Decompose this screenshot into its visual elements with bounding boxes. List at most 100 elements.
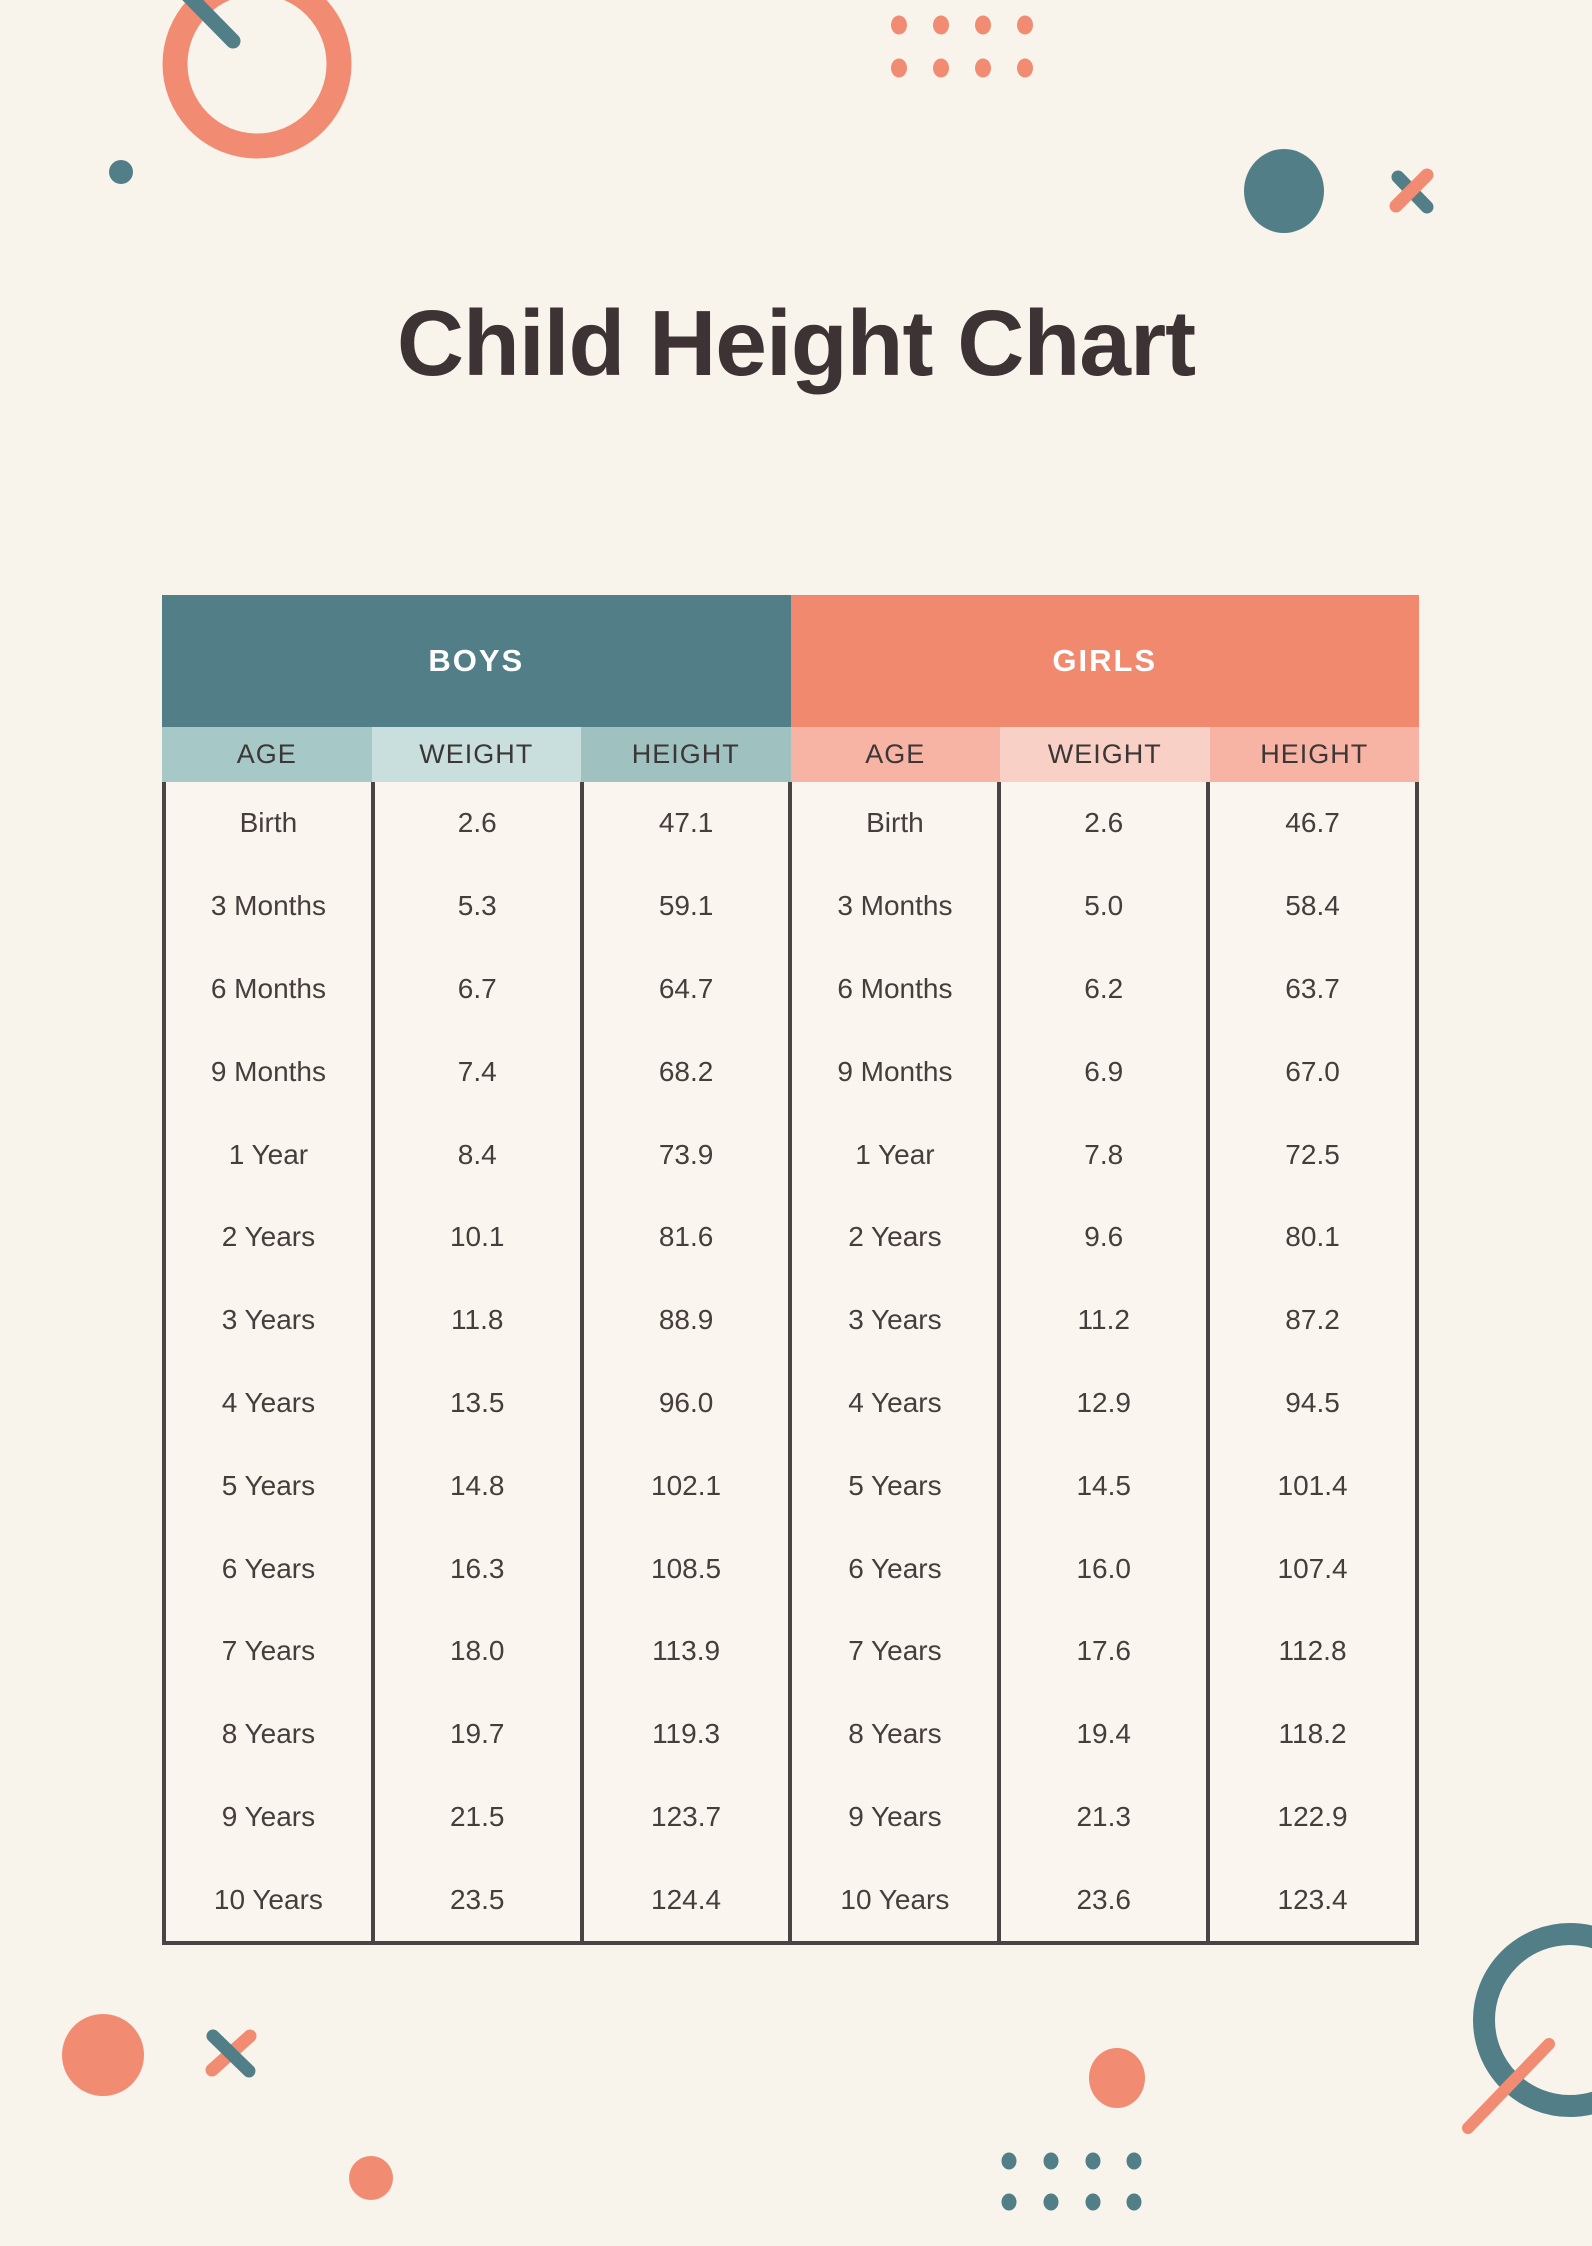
boys-age-cell: 3 Months [210, 890, 326, 922]
table-row: 9 Years 21.5 123.7 9 Years 21.3 122.9 [166, 1775, 1415, 1859]
girls-height-cell: 107.4 [1206, 1527, 1415, 1610]
girls-height-cell: 94.5 [1206, 1361, 1415, 1445]
girls-weight-cell: 21.3 [997, 1775, 1206, 1859]
girls-weight-cell: 6.9 [997, 1030, 1206, 1114]
girls-weight-cell: 16.0 [997, 1527, 1206, 1610]
girls-height-cell: 72.5 [1206, 1113, 1415, 1196]
girls-age-cell: 7 Years [788, 1609, 997, 1693]
girls-height-cell: 101.4 [1206, 1444, 1415, 1528]
boys-age-cell: 8 Years [221, 1718, 316, 1750]
boys-height-cell: 64.7 [579, 947, 789, 1031]
boys-age-cell: 2 Years [221, 1221, 316, 1253]
boys-weight-column-header: WEIGHT [371, 727, 581, 782]
boys-age-cell: 6 Months [210, 972, 326, 1004]
boys-weight-cell: 19.7 [370, 1692, 580, 1776]
diagonal-line-icon [182, 0, 241, 49]
boys-age-cell: 10 Years [213, 1883, 323, 1915]
boys-weight-cell: 8.4 [370, 1113, 580, 1196]
boys-age-cell: Birth [239, 807, 298, 839]
girls-height-column-header: HEIGHT [1209, 727, 1419, 782]
boys-age-column-header: AGE [162, 727, 372, 782]
table-row: 1 Year 8.4 73.9 1 Year 7.8 72.5 [166, 1113, 1415, 1196]
girls-age-cell: 9 Years [788, 1775, 997, 1859]
boys-weight-cell: 16.3 [370, 1527, 580, 1610]
boys-height-cell: 68.2 [579, 1030, 789, 1114]
boys-height-column-header: HEIGHT [581, 727, 791, 782]
dot-icon [1089, 2048, 1145, 2108]
table-row: Birth 2.6 47.1 Birth 2.6 46.7 [166, 782, 1415, 865]
girls-weight-column-header: WEIGHT [1000, 727, 1210, 782]
boys-age-cell: 5 Years [221, 1469, 316, 1501]
boys-age-cell: 9 Years [221, 1800, 316, 1832]
girls-age-cell: 3 Years [788, 1278, 997, 1362]
girls-weight-cell: 5.0 [997, 864, 1206, 948]
boys-height-cell: 96.0 [579, 1361, 789, 1445]
boys-weight-cell: 13.5 [370, 1361, 580, 1445]
table-row: 9 Months 7.4 68.2 9 Months 6.9 67.0 [166, 1030, 1415, 1114]
table-row: 10 Years 23.5 124.4 10 Years 23.6 123.4 [166, 1858, 1415, 1942]
boys-weight-cell: 7.4 [370, 1030, 580, 1114]
boys-height-cell: 124.4 [579, 1858, 789, 1942]
girls-height-cell: 87.2 [1206, 1278, 1415, 1362]
girls-height-cell: 112.8 [1206, 1609, 1415, 1693]
girls-weight-cell: 7.8 [997, 1113, 1206, 1196]
boys-weight-cell: 2.6 [370, 782, 580, 865]
boys-weight-cell: 21.5 [370, 1775, 580, 1859]
girls-weight-cell: 9.6 [997, 1195, 1206, 1279]
table-row: 6 Months 6.7 64.7 6 Months 6.2 63.7 [166, 947, 1415, 1031]
girls-age-cell: 2 Years [788, 1195, 997, 1279]
cross-x-icon [205, 2029, 257, 2078]
girls-age-cell: Birth [788, 782, 997, 865]
dot-icon [349, 2156, 393, 2200]
girls-height-cell: 46.7 [1206, 782, 1415, 865]
girls-height-cell: 63.7 [1206, 947, 1415, 1031]
boys-weight-cell: 6.7 [370, 947, 580, 1031]
dot-icon [109, 160, 133, 184]
ring-icon [1473, 1923, 1592, 2117]
table-row: 5 Years 14.8 102.1 5 Years 14.5 101.4 [166, 1444, 1415, 1528]
girls-age-cell: 9 Months [788, 1030, 997, 1114]
boys-age-cell: 4 Years [221, 1386, 316, 1418]
table-row: 7 Years 18.0 113.9 7 Years 17.6 112.8 [166, 1609, 1415, 1693]
filled-circle-icon [62, 2014, 144, 2096]
girls-height-cell: 122.9 [1206, 1775, 1415, 1859]
gender-header-row: BOYS GIRLS [162, 595, 1419, 727]
boys-height-cell: 108.5 [579, 1527, 789, 1610]
column-header-row: AGE WEIGHT HEIGHT AGE WEIGHT HEIGHT [162, 727, 1419, 782]
girls-age-column-header: AGE [790, 727, 1000, 782]
boys-weight-cell: 11.8 [370, 1278, 580, 1362]
girls-age-cell: 4 Years [788, 1361, 997, 1445]
table-row: 3 Years 11.8 88.9 3 Years 11.2 87.2 [166, 1278, 1415, 1362]
boys-height-cell: 119.3 [579, 1692, 789, 1776]
page-title: Child Height Chart [396, 291, 1196, 395]
girls-age-cell: 5 Years [788, 1444, 997, 1528]
dots-grid-icon [891, 15, 1033, 78]
boys-weight-cell: 23.5 [370, 1858, 580, 1942]
table-row: 3 Months 5.3 59.1 3 Months 5.0 58.4 [166, 864, 1415, 948]
boys-weight-cell: 18.0 [370, 1609, 580, 1693]
girls-age-cell: 6 Months [788, 947, 997, 1031]
girls-age-cell: 3 Months [788, 864, 997, 948]
ring-icon [162, 0, 352, 159]
girls-weight-cell: 17.6 [997, 1609, 1206, 1693]
girls-header: GIRLS [790, 595, 1419, 727]
girls-height-cell: 123.4 [1206, 1858, 1415, 1942]
girls-weight-cell: 6.2 [997, 947, 1206, 1031]
boys-height-cell: 47.1 [579, 782, 789, 865]
boys-age-cell: 3 Years [221, 1304, 316, 1336]
girls-height-cell: 118.2 [1206, 1692, 1415, 1776]
girls-weight-cell: 14.5 [997, 1444, 1206, 1528]
dots-grid-icon [1001, 2152, 1142, 2211]
girls-height-cell: 58.4 [1206, 864, 1415, 948]
girls-weight-cell: 11.2 [997, 1278, 1206, 1362]
boys-age-cell: 6 Years [221, 1552, 316, 1584]
table-row: 6 Years 16.3 108.5 6 Years 16.0 107.4 [166, 1527, 1415, 1610]
boys-age-cell: 7 Years [221, 1635, 316, 1667]
boys-height-cell: 88.9 [579, 1278, 789, 1362]
girls-age-cell: 10 Years [788, 1858, 997, 1942]
boys-height-cell: 123.7 [579, 1775, 789, 1859]
boys-height-cell: 81.6 [579, 1195, 789, 1279]
table-row: 8 Years 19.7 119.3 8 Years 19.4 118.2 [166, 1692, 1415, 1776]
filled-circle-icon [1244, 149, 1324, 233]
girls-height-cell: 67.0 [1206, 1030, 1415, 1114]
